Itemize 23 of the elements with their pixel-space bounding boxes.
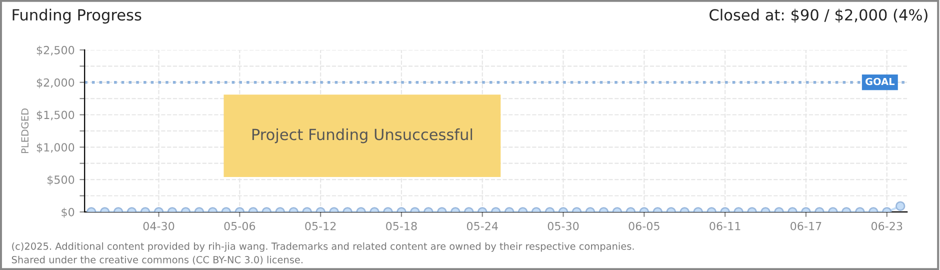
y-tick-label: $500 bbox=[48, 175, 74, 186]
chart-title: Funding Progress bbox=[12, 8, 142, 24]
text: Shared under the creative commons (CC BY-NC 3.0) license. bbox=[12, 256, 302, 265]
chart-subtitle: Closed at: $90 / $2,000 (4%) bbox=[710, 8, 928, 23]
x-tick-label: 05-12 bbox=[305, 222, 336, 230]
x-tick-label: 05-24 bbox=[466, 222, 498, 230]
x-tick-label: 05-18 bbox=[386, 222, 417, 230]
y-tick-label: $2,000 bbox=[36, 78, 74, 88]
x-tick-label: 05-30 bbox=[548, 222, 579, 230]
x-tick-label: 05-06 bbox=[224, 222, 256, 230]
y-tick-label: $1,500 bbox=[36, 110, 74, 121]
y-axis-title: PLEDGED bbox=[21, 108, 29, 154]
x-tick-label: 06-05 bbox=[628, 222, 660, 230]
y-tick-label: $0 bbox=[62, 208, 74, 218]
y-tick-label: $1,000 bbox=[36, 142, 74, 154]
ref-line-label: GOAL bbox=[866, 78, 894, 86]
y-tick-label: $2,500 bbox=[36, 46, 74, 56]
x-tick-label: 06-11 bbox=[710, 222, 740, 230]
x-tick-label: 04-30 bbox=[143, 222, 174, 230]
text: (c)2025. Additional content provided by rih-jia wang. Trademarks and related content are owned by their respective companies. bbox=[12, 242, 634, 252]
annotation: Project Funding Unsuccessful bbox=[252, 128, 472, 144]
x-tick-label: 06-23 bbox=[871, 222, 902, 230]
x-tick-label: 06-17 bbox=[790, 222, 822, 230]
